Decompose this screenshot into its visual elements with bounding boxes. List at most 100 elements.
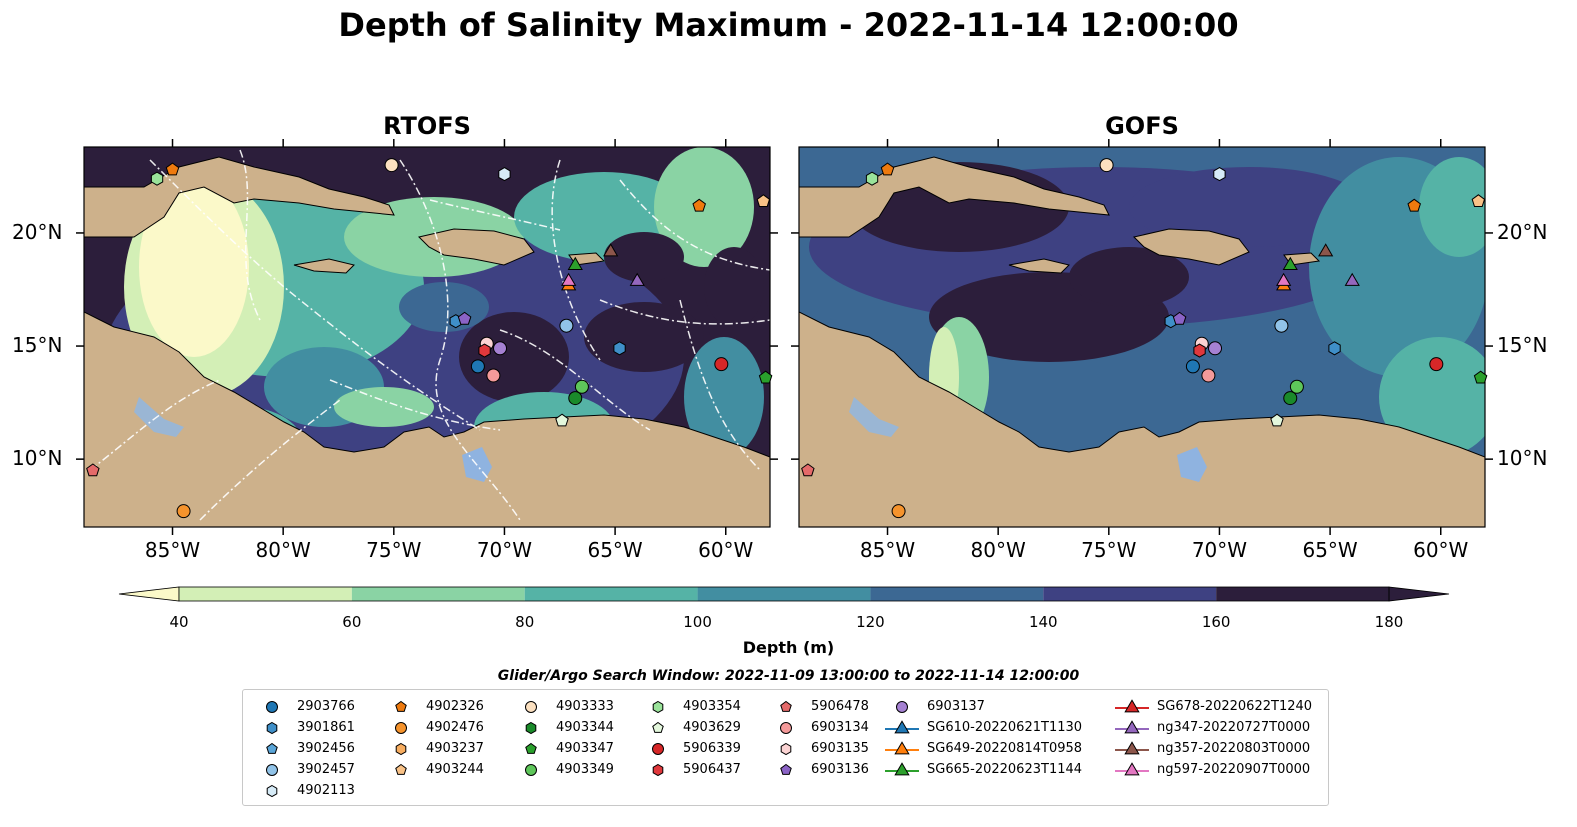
float-marker-3902457 [559,318,574,333]
y-tick-label: 20°N [1497,219,1548,244]
legend-shape [525,701,537,713]
float-marker-4903629 [1270,413,1284,427]
legend-marker-icon [780,700,792,712]
float-marker-4903344 [568,391,583,406]
float-marker-6903134 [1201,368,1216,383]
legend-marker-icon [1115,762,1149,776]
legend-marker-icon [525,721,537,735]
legend-label: 6903134 [811,720,869,735]
rtofs-frame [83,146,771,528]
colorbar-extend-high [1388,586,1450,602]
colorbar-segment [524,587,698,601]
legend-marker-icon [525,764,537,776]
legend-label: 2903766 [297,699,355,714]
colorbar-tick-label: 160 [1201,613,1231,631]
colorbar-label: Depth (m) [742,638,835,657]
legend-marker-icon [652,700,664,714]
legend-marker-icon [1115,699,1149,713]
legend-shape [652,700,664,714]
float-marker-5906478 [86,463,100,477]
legend-label: 6903137 [927,699,985,714]
float-marker-4902476 [891,504,906,519]
float-marker-2903766 [1185,359,1200,374]
float-marker-5906478 [801,463,815,477]
float-marker-ng597-20220907T0000 [561,272,577,286]
float-marker-4903333 [384,158,399,173]
legend-label: ng347-20220727T0000 [1157,720,1311,735]
float-marker-SG665-20220623T1144 [567,256,583,270]
legend-shape [780,700,792,712]
legend-marker-icon [885,720,919,734]
colorbar-tick-label: 140 [1028,613,1058,631]
y-tick-label: 10°N [12,446,63,471]
float-marker-ng347-20220727T0000 [629,272,645,286]
float-marker-4902326 [880,162,895,176]
x-tick-label: 80°W [970,538,1026,562]
panel-title-gofs: GOFS [1105,112,1179,140]
legend-marker-icon [525,701,537,713]
legend-label: 5906339 [683,741,741,756]
colorbar-segment [1216,587,1389,601]
float-marker-4902113 [498,167,511,182]
colorbar-tick-label: 60 [342,613,362,631]
colorbar-outline [178,586,1390,602]
legend-shape [266,764,278,776]
legend-label: 4902476 [426,720,484,735]
x-tick-label: 60°W [698,538,754,562]
float-marker-4903244 [1471,194,1486,207]
x-tick-label: 85°W [144,538,201,562]
x-tick-label: 60°W [1413,538,1469,562]
legend-shape [525,721,537,735]
colorbar-tick-label: 40 [169,613,189,631]
legend-marker-icon [885,741,919,755]
search-window-caption: Glider/Argo Search Window: 2022-11-09 13… [497,668,1080,684]
legend-marker-icon [266,742,278,754]
legend-label: 4902326 [426,699,484,714]
float-marker-4903244 [756,194,771,207]
float-marker-6903137 [493,341,508,356]
x-tick-label: 65°W [1302,538,1358,562]
legend-shape [525,764,537,776]
gofs-markers [801,158,1488,519]
legend-label: SG665-20220623T1144 [927,762,1083,777]
legend-label: 4903347 [556,741,614,756]
legend-marker-icon [395,722,407,734]
legend-triangle [894,762,910,776]
y-tick-label: 15°N [1497,333,1548,358]
legend-marker-icon [652,743,664,755]
legend-marker-icon [266,784,278,798]
float-marker-ng357-20220803T0000 [1318,243,1334,257]
float-marker-4903354 [865,171,879,186]
colorbar-segment [179,587,352,601]
legend-marker-icon [652,763,664,777]
legend-label: 3901861 [297,720,355,735]
main-title: Depth of Salinity Maximum - 2022-11-14 1… [338,6,1239,44]
x-tick-label: 80°W [255,538,311,562]
legend-marker-icon [885,762,919,776]
legend-marker-icon [525,742,537,754]
legend-marker-icon [780,763,792,775]
legend-label: 4903349 [556,762,614,777]
legend-triangle [1124,762,1140,776]
float-marker-6903134 [486,368,501,383]
legend-label: 6903136 [811,762,869,777]
legend-label: 4903629 [683,720,741,735]
float-marker-4902476 [176,504,191,519]
legend-marker-icon [266,701,278,713]
float-marker-SG665-20220623T1144 [1282,256,1298,270]
legend-shape [395,700,407,712]
legend-label: 4903244 [426,762,484,777]
legend-label: 5906437 [683,762,741,777]
panel-title-rtofs: RTOFS [383,112,471,140]
colorbar-tick-label: 100 [683,613,712,631]
float-marker-4903333 [1099,158,1114,173]
legend-triangle [1124,699,1140,713]
legend-shape [266,701,278,713]
legend-marker-icon [266,764,278,776]
legend-label: SG649-20220814T0958 [927,741,1083,756]
float-marker-5906437 [1193,343,1206,358]
x-tick-label: 85°W [859,538,916,562]
float-marker-4903347 [758,370,773,384]
float-marker-4903349 [574,379,589,394]
legend-marker-icon [1115,720,1149,734]
